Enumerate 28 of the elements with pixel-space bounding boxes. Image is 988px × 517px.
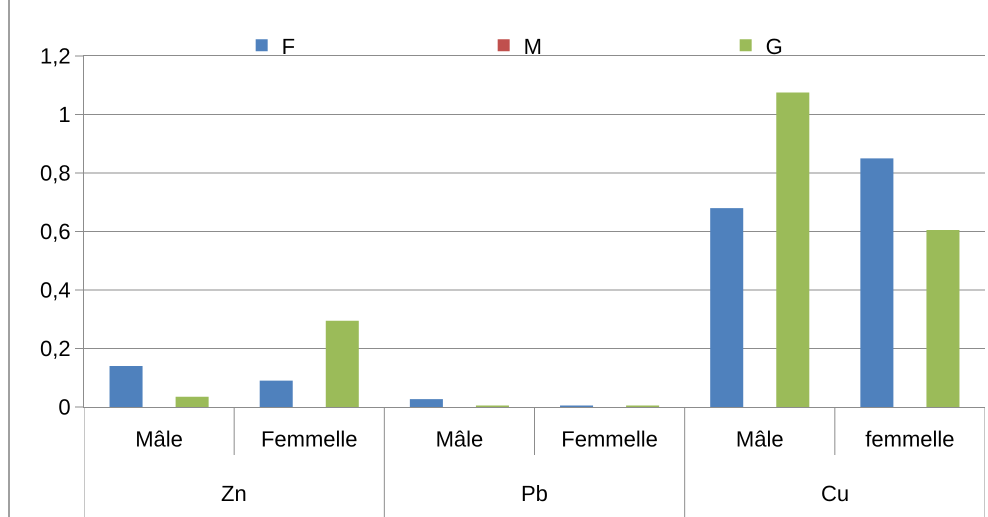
- y-tick-label: 0,2: [40, 336, 71, 362]
- x-tick-label: Mâle: [436, 426, 484, 452]
- y-tick-label: 1,2: [40, 44, 71, 69]
- text: Zn: [221, 481, 247, 506]
- bar: [926, 230, 960, 407]
- x-tick-label: Femmelle: [561, 426, 658, 452]
- x-tick-label: femmelle: [865, 426, 955, 452]
- bar: [860, 158, 894, 407]
- x-tick-label: Mâle: [135, 426, 183, 452]
- bar: [260, 380, 293, 407]
- y-tick-label: 0,6: [40, 219, 71, 244]
- bar: [410, 399, 443, 407]
- bar: [326, 320, 359, 407]
- bar: [176, 396, 209, 407]
- x-tick-label: Mâle: [736, 426, 784, 452]
- text: Pb: [521, 481, 548, 506]
- y-tick-label: 0: [58, 394, 71, 420]
- y-tick-label: 1: [58, 102, 71, 128]
- x-tick-label: Femmelle: [260, 426, 358, 452]
- y-tick-label: 0,4: [40, 278, 71, 303]
- y-tick-label: 0,8: [40, 160, 71, 186]
- bar: [710, 208, 744, 407]
- legend-label: G: [766, 34, 783, 59]
- text: Cu: [821, 481, 850, 506]
- legend-label: M: [524, 34, 542, 59]
- bar: [776, 92, 810, 407]
- bar: [110, 366, 143, 407]
- legend-label: F: [282, 34, 296, 59]
